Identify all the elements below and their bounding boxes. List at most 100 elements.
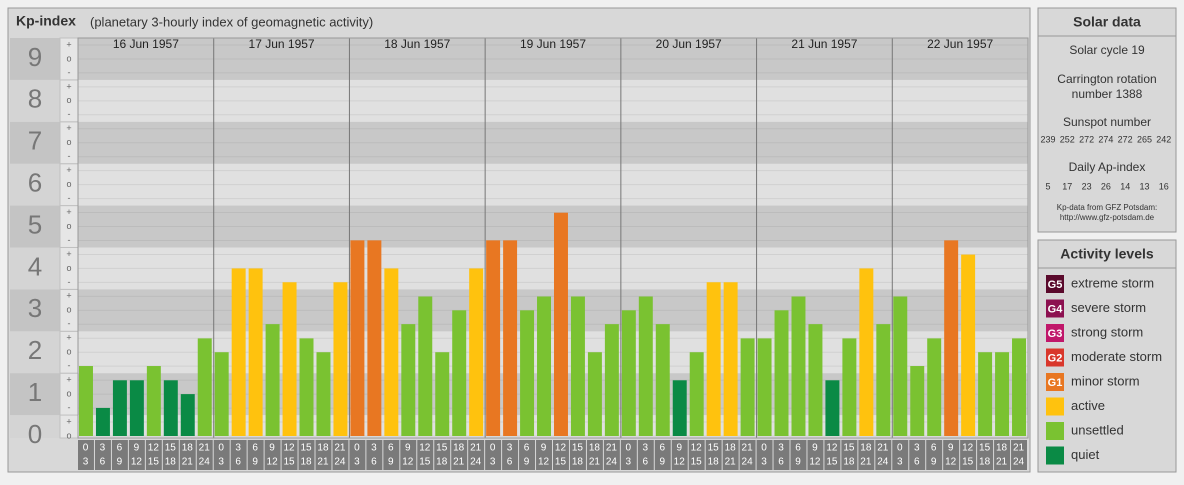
bar (129, 380, 144, 436)
bar (604, 324, 619, 436)
bar (316, 352, 331, 436)
hour-end: 24 (606, 457, 618, 468)
sunspot-value: 272 (1079, 134, 1094, 144)
minor-tick-label: - (68, 361, 71, 371)
hour-end: 3 (761, 457, 767, 468)
hour-start: 6 (931, 443, 937, 454)
hour-end: 24 (877, 457, 889, 468)
bar (689, 352, 704, 436)
bar (621, 310, 636, 436)
y-tick-label: 9 (28, 42, 42, 72)
day-label: 22 Jun 1957 (927, 37, 993, 51)
bar (180, 394, 195, 436)
hour-end: 3 (83, 457, 89, 468)
hour-start: 15 (843, 443, 855, 454)
minor-tick-label: o (66, 388, 71, 398)
minor-tick-label: o (66, 263, 71, 273)
minor-tick-label: - (68, 235, 71, 245)
hour-cell (247, 440, 264, 470)
bar (995, 352, 1010, 436)
hour-cell (994, 440, 1011, 470)
minor-tick-label: o (66, 95, 71, 105)
minor-tick-label: + (66, 416, 71, 426)
bar (842, 338, 857, 436)
hour-start: 3 (100, 443, 106, 454)
hour-cell (485, 440, 502, 470)
hour-cell (502, 440, 519, 470)
hour-cell (620, 440, 637, 470)
hour-cell (400, 440, 417, 470)
bar (587, 352, 602, 436)
minor-tick-label: - (68, 193, 71, 203)
sunspot-value: 252 (1060, 134, 1075, 144)
hour-start: 0 (83, 443, 89, 454)
hour-start: 18 (996, 443, 1008, 454)
hour-start: 0 (761, 443, 767, 454)
ap-value: 13 (1139, 181, 1149, 191)
hour-cell (841, 440, 858, 470)
hour-start: 21 (742, 443, 754, 454)
hour-end: 6 (507, 457, 513, 468)
ap-value: 5 (1045, 181, 1050, 191)
hour-end: 15 (826, 457, 838, 468)
minor-tick-label: o (66, 305, 71, 315)
minor-tick-label: - (68, 151, 71, 161)
hour-start: 21 (1013, 443, 1025, 454)
bar (367, 240, 382, 436)
bar (486, 240, 501, 436)
bar (79, 366, 93, 436)
y-label-cell (10, 415, 60, 438)
hour-end: 24 (199, 457, 211, 468)
hour-start: 6 (659, 443, 665, 454)
hour-end: 12 (402, 457, 414, 468)
bar (808, 324, 823, 436)
hour-start: 6 (117, 443, 123, 454)
y-label-cell (10, 331, 60, 374)
hour-end: 21 (860, 457, 872, 468)
hour-end: 12 (267, 457, 279, 468)
y-tick-label: 6 (28, 168, 42, 198)
minor-tick-label: + (66, 81, 71, 91)
hour-end: 21 (453, 457, 465, 468)
hour-cell (671, 440, 688, 470)
bar (418, 296, 433, 436)
hour-cell (773, 440, 790, 470)
y-label-cell (10, 38, 60, 80)
hour-cell (892, 440, 909, 470)
hour-end: 24 (470, 457, 482, 468)
legend-swatch (1046, 446, 1064, 465)
legend-swatch (1046, 348, 1064, 367)
hour-end: 6 (778, 457, 784, 468)
hour-end: 15 (419, 457, 431, 468)
hour-start: 6 (252, 443, 258, 454)
hour-cell (909, 440, 926, 470)
hour-start: 9 (405, 443, 411, 454)
hour-end: 3 (626, 457, 632, 468)
minor-tick-label: o (66, 137, 71, 147)
y-tick-label: 8 (28, 84, 42, 114)
legend-label: extreme storm (1071, 275, 1154, 290)
hour-cell (790, 440, 807, 470)
hour-end: 15 (691, 457, 703, 468)
bar (248, 268, 263, 436)
hour-cell (451, 440, 468, 470)
hour-end: 15 (283, 457, 295, 468)
carrington: Carrington rotation (1057, 72, 1156, 86)
day-label: 21 Jun 1957 (791, 37, 857, 51)
bar (146, 366, 161, 436)
sunspot-value: 265 (1137, 134, 1152, 144)
hour-cell (536, 440, 552, 470)
hour-cell (875, 440, 892, 470)
carrington: number 1388 (1072, 87, 1143, 101)
minor-tick-label: - (68, 319, 71, 329)
bar (859, 268, 874, 436)
bar (706, 282, 721, 436)
hour-cell (434, 440, 451, 470)
hour-cell (739, 440, 756, 470)
bar (791, 296, 806, 436)
credit: http://www.gfz-potsdam.de (1060, 213, 1155, 222)
legend-swatch (1046, 299, 1064, 318)
hour-start: 0 (626, 443, 632, 454)
hour-cell (94, 440, 111, 470)
y-label-cell (10, 247, 60, 290)
